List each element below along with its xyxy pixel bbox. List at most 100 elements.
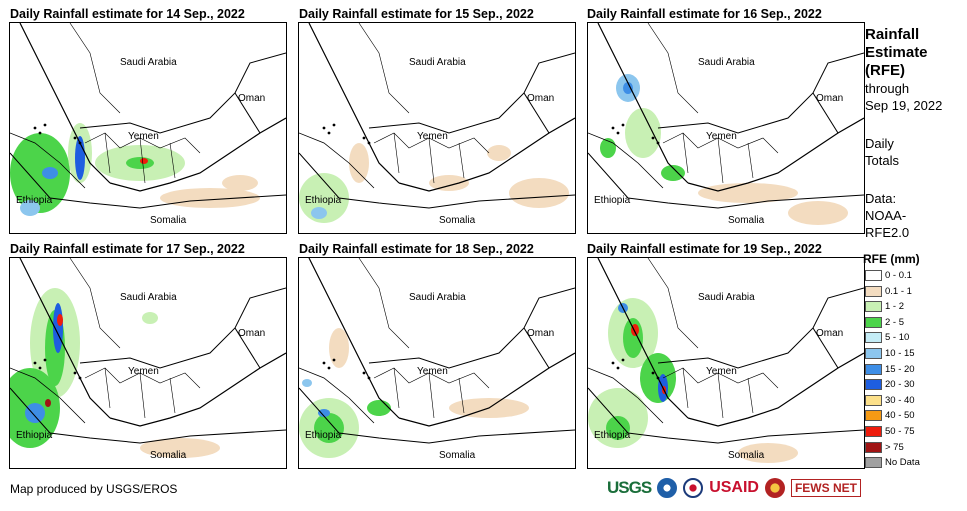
rainfall-area (140, 158, 148, 164)
map-svg-5: Saudi Arabia Oman Yemen Ethiopia Somalia (299, 258, 575, 461)
legend-swatch (865, 394, 882, 406)
rainfall-area (318, 409, 330, 417)
legend-item: 50 - 75 (865, 424, 915, 439)
island (38, 131, 42, 135)
legend-item: 5 - 10 (865, 330, 909, 345)
island (327, 131, 331, 135)
red-sea-coastline (19, 258, 111, 419)
rainfall-area (25, 403, 45, 423)
map-label-somalia: Somalia (439, 450, 476, 461)
legend-swatch (865, 379, 882, 391)
rainfall-area (788, 201, 848, 225)
red-sea-coastline (597, 258, 689, 419)
map-label-saudi: Saudi Arabia (409, 292, 466, 303)
legend-item: No Data (865, 455, 920, 470)
horn-of-africa-coastline (299, 387, 575, 444)
island (33, 126, 37, 130)
rainfall-area (623, 82, 633, 94)
usaid-logo: USAID (709, 479, 759, 496)
legend-label: 0.1 - 1 (885, 285, 912, 297)
legend-swatch (865, 363, 882, 375)
yemen-provinces (662, 132, 779, 184)
rainfall-map-5: Saudi Arabia Oman Yemen Ethiopia Somalia (298, 257, 576, 469)
map-label-yemen: Yemen (128, 131, 159, 142)
map-svg-1: Saudi Arabia Oman Yemen Ethiopia Somalia (10, 23, 286, 226)
island (73, 371, 77, 375)
legend-rfe-header: RFE (mm) (863, 252, 920, 266)
rainfall-area (126, 157, 154, 169)
saudi-interior-line (647, 258, 699, 349)
legend-label: 15 - 20 (885, 363, 915, 375)
ethiopia-border (299, 132, 375, 189)
legend-label: 50 - 75 (885, 426, 915, 437)
gulf-of-aden-coastline (687, 352, 864, 427)
legend-swatch (865, 270, 882, 281)
legend-swatch (865, 316, 882, 328)
map-label-yemen: Yemen (417, 366, 448, 377)
saudi-interior-line (358, 258, 410, 349)
island (621, 358, 625, 362)
legend-label: > 75 (885, 441, 904, 453)
ethiopia-border (588, 132, 664, 189)
island (38, 366, 42, 370)
rainfall-map-1: Saudi Arabia Oman Yemen Ethiopia Somalia (9, 22, 287, 234)
rainfall-map-4: Saudi Arabia Oman Yemen Ethiopia Somalia (9, 257, 287, 469)
island (322, 361, 326, 365)
map-label-ethiopia: Ethiopia (16, 195, 53, 206)
legend-data-value1: NOAA- (865, 208, 907, 223)
map-label-oman: Oman (527, 328, 554, 339)
legend-through: through (865, 81, 910, 96)
legend-label: 2 - 5 (885, 316, 905, 328)
island (651, 136, 655, 140)
rainfall-area (487, 145, 511, 161)
rainfall-area (302, 379, 312, 387)
map-label-saudi: Saudi Arabia (698, 57, 755, 68)
horn-of-africa-coastline (10, 152, 286, 209)
rainfall-area (623, 318, 643, 358)
legend-data-value2: RFE2.0 (865, 225, 910, 240)
yemen-oman-border (523, 327, 550, 369)
red-sea-coastline (308, 258, 400, 419)
island (332, 358, 336, 362)
saudi-yemen-border (79, 52, 286, 134)
usaid-seal-icon (683, 478, 704, 498)
rainfall-area (20, 200, 40, 216)
saudi-interior-line (69, 258, 121, 349)
map-label-oman: Oman (527, 93, 554, 104)
legend-label: No Data (885, 457, 920, 469)
island (33, 361, 37, 365)
rainfall-area (57, 314, 63, 326)
legend-item: 20 - 30 (865, 377, 915, 392)
rainfall-area (10, 133, 70, 213)
yemen-provinces (373, 367, 490, 419)
rainfall-area (738, 443, 798, 463)
island (362, 371, 366, 375)
gulf-of-aden-coastline (109, 352, 286, 427)
island (616, 131, 620, 135)
legend-label: 20 - 30 (885, 379, 915, 391)
map-label-saudi: Saudi Arabia (120, 57, 177, 68)
map-label-yemen: Yemen (128, 366, 159, 377)
legend-item: 10 - 15 (865, 346, 915, 361)
map-label-ethiopia: Ethiopia (16, 430, 53, 441)
island (656, 376, 660, 380)
yemen-provinces (662, 367, 779, 419)
rainfall-map-6: Saudi Arabia Oman Yemen Ethiopia Somalia (587, 257, 865, 469)
map-label-saudi: Saudi Arabia (698, 292, 755, 303)
island (73, 136, 77, 140)
rainfall-area (42, 167, 58, 179)
saudi-yemen-border (657, 287, 864, 369)
legend-date: Sep 19, 2022 (865, 98, 943, 113)
yemen-oman-border (812, 327, 839, 369)
legend-label: 30 - 40 (885, 394, 915, 406)
rainfall-area (222, 175, 258, 191)
island (43, 358, 47, 362)
map-label-yemen: Yemen (706, 366, 737, 377)
red-sea-coastline (597, 23, 689, 184)
ethiopia-border (588, 367, 664, 424)
rainfall-area (367, 400, 391, 416)
horn-of-africa-coastline (299, 152, 575, 209)
panel-title-1: Daily Rainfall estimate for 14 Sep., 202… (10, 7, 245, 21)
map-svg-3: Saudi Arabia Oman Yemen Ethiopia Somalia (588, 23, 864, 226)
legend-item: 0.1 - 1 (865, 284, 912, 299)
